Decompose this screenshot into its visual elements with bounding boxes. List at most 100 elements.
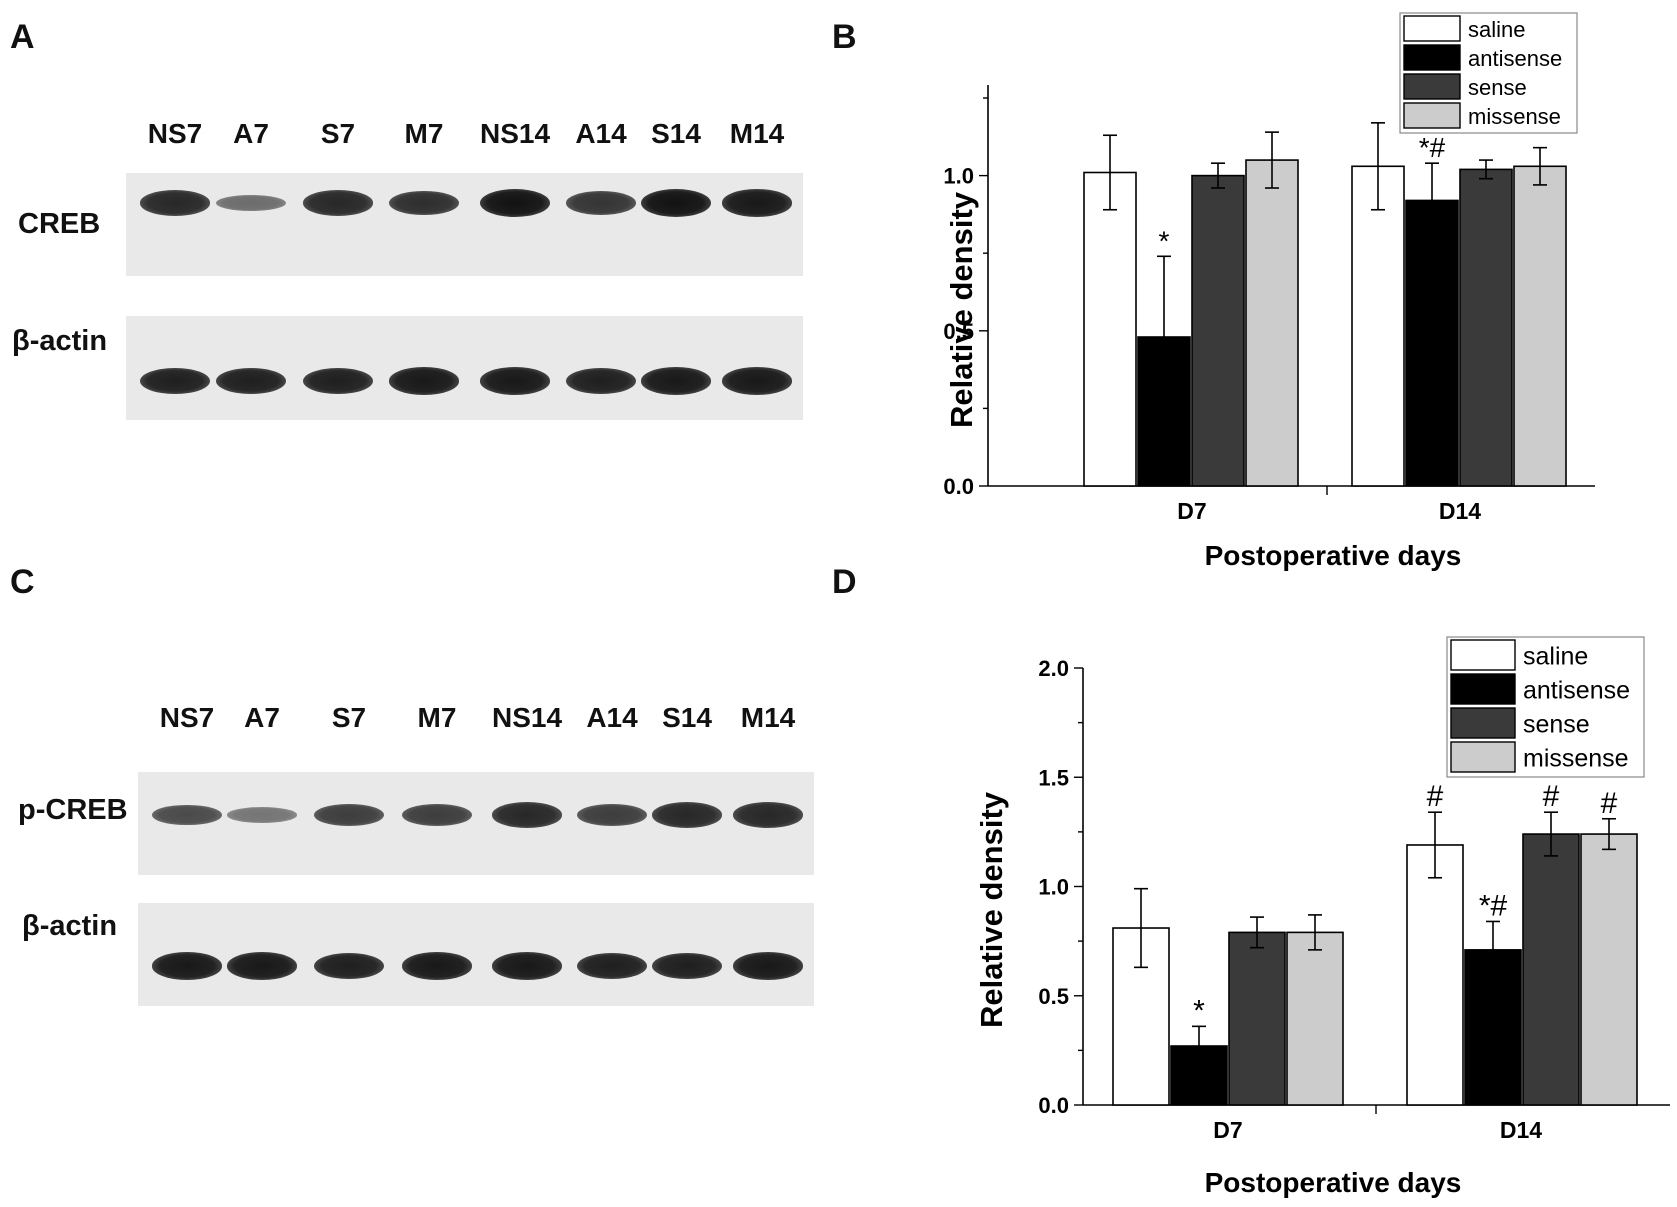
- blot-a-band-0-s7: [303, 190, 373, 216]
- b-bar-missense-d14: [1513, 165, 1567, 487]
- d-y-tick-label: 1.0: [1038, 875, 1069, 900]
- blot-a-band-0-a7: [216, 194, 286, 212]
- b-significance-marker: *#: [1419, 132, 1446, 163]
- panel-letter-b: B: [832, 18, 857, 56]
- blot-c-band-1-ns7: [152, 952, 222, 980]
- blot-a-band-1-ns14: [480, 367, 550, 395]
- row-label-p-creb: p-CREB: [18, 794, 128, 826]
- blot-c-band-0-a14: [577, 803, 647, 827]
- row-label-beta-actin-c: β-actin: [22, 910, 118, 942]
- b-bar-sense-d7: [1191, 174, 1245, 487]
- blot-c-lane-label-s7: S7: [331, 702, 367, 733]
- d-significance-marker: *#: [1479, 889, 1508, 922]
- d-legend-label-antisense: antisense: [1523, 676, 1630, 704]
- d-x-tick-label-d7: D7: [1213, 1117, 1242, 1143]
- blot-c-band-1-s14: [652, 952, 722, 980]
- blot-a-band-0-ns14: [480, 189, 550, 217]
- blot-a-band-1-m14: [722, 367, 792, 395]
- d-legend-label-saline: saline: [1523, 642, 1588, 670]
- d-significance-marker: #: [1427, 780, 1444, 813]
- blot-c-band-0-ns14: [492, 802, 562, 828]
- panel-letter-a: A: [10, 18, 35, 56]
- blot-c-band-0-s7: [314, 803, 384, 827]
- blot-c-lane-label-a14: A14: [586, 702, 638, 733]
- d-significance-marker: *: [1193, 994, 1205, 1027]
- d-y-tick-label: 0.0: [1038, 1093, 1069, 1118]
- blot-a-band-1-m7: [389, 367, 459, 395]
- d-bar-missense-d14: [1580, 833, 1638, 1106]
- d-x-tick-label-d14: D14: [1500, 1117, 1542, 1143]
- b-y-tick-label: 1.0: [943, 164, 974, 189]
- panel-letter-c: C: [10, 563, 35, 601]
- b-legend-swatch-antisense: [1403, 44, 1461, 71]
- blot-c-band-1-m14: [733, 952, 803, 980]
- d-bar-saline-d14: [1406, 844, 1464, 1106]
- b-legend-swatch-sense: [1403, 73, 1461, 100]
- blot-c-band-1-s7: [314, 952, 384, 980]
- blot-c-lane-label-m7: M7: [417, 702, 457, 733]
- blot-c-lane-label-ns7: NS7: [159, 702, 215, 733]
- d-legend-label-sense: sense: [1523, 710, 1590, 738]
- blot-a-lane-label-ns14: NS14: [479, 118, 551, 149]
- d-y-tick-label: 1.5: [1038, 765, 1069, 790]
- blot-a-lane-label-m7: M7: [404, 118, 444, 149]
- b-legend-label-sense: sense: [1468, 75, 1527, 100]
- b-bar-missense-d7: [1245, 159, 1299, 487]
- blot-c-band-1-a7: [227, 952, 297, 980]
- d-legend-swatch-antisense: [1450, 673, 1516, 705]
- blot-c-lane-label-a7: A7: [244, 702, 280, 733]
- blot-a-band-0-a14: [566, 191, 636, 215]
- blot-a-lane-label-ns7: NS7: [147, 118, 203, 149]
- d-y-axis-label: Relative density: [974, 791, 1009, 1028]
- d-significance-marker: #: [1543, 780, 1560, 813]
- d-bar-sense-d14: [1522, 833, 1580, 1106]
- blot-a-lane-label-s7: S7: [320, 118, 356, 149]
- blot-c-band-0-ns7: [152, 804, 222, 826]
- d-legend-swatch-saline: [1450, 639, 1516, 671]
- b-legend-swatch-saline: [1403, 15, 1461, 42]
- row-label-beta-actin-a: β-actin: [12, 325, 108, 357]
- blot-a-band-0-m7: [389, 190, 459, 216]
- blot-a-lane-label-a14: A14: [575, 118, 627, 149]
- blot-a-band-1-s7: [303, 367, 373, 395]
- blot-c-band-1-a14: [577, 952, 647, 980]
- b-y-tick-label: 0.0: [943, 474, 974, 499]
- blot-c-lane-label-ns14: NS14: [491, 702, 563, 733]
- row-label-creb: CREB: [18, 208, 101, 240]
- d-legend-swatch-missense: [1450, 741, 1516, 773]
- b-x-tick-label-d14: D14: [1439, 498, 1481, 524]
- b-legend-label-saline: saline: [1468, 17, 1525, 42]
- panel-letter-d: D: [832, 563, 857, 601]
- western-blot-a: CREB β-actin NS7 A7 S7 M7 NS14 A14 S14 M14: [0, 0, 820, 440]
- blot-a-band-1-a7: [216, 367, 286, 395]
- blot-a-lane-label-s14: S14: [651, 118, 701, 149]
- b-legend-label-antisense: antisense: [1468, 46, 1562, 71]
- b-bar-antisense-d14: [1405, 199, 1459, 487]
- blot-c-band-0-m14: [733, 802, 803, 828]
- d-legend-label-missense: missense: [1523, 744, 1629, 772]
- d-x-axis-label: Postoperative days: [1205, 1167, 1462, 1198]
- blot-a-lane-label-a7: A7: [233, 118, 269, 149]
- blot-c-band-1-ns14: [492, 952, 562, 980]
- b-bar-sense-d14: [1459, 168, 1513, 487]
- blot-a-band-0-m14: [722, 189, 792, 217]
- b-x-axis-label: Postoperative days: [1205, 540, 1462, 571]
- blot-c-lane-label-s14: S14: [662, 702, 712, 733]
- blot-c-band-0-a7: [227, 807, 297, 823]
- blot-a-band-1-ns7: [140, 367, 210, 395]
- b-x-tick-label-d7: D7: [1177, 498, 1206, 524]
- blot-a-band-1-s14: [641, 367, 711, 395]
- d-y-tick-label: 0.5: [1038, 984, 1069, 1009]
- blot-a-band-1-a14: [566, 367, 636, 395]
- b-legend-swatch-missense: [1403, 102, 1461, 129]
- d-significance-marker: #: [1601, 787, 1618, 820]
- b-bar-saline-d14: [1351, 165, 1405, 487]
- blot-a-lane-label-m14: M14: [729, 118, 785, 149]
- d-legend-swatch-sense: [1450, 707, 1516, 739]
- blot-c-band-0-s14: [652, 802, 722, 828]
- b-bar-saline-d7: [1083, 171, 1137, 487]
- blot-a-band-0-ns7: [140, 190, 210, 216]
- b-legend-label-missense: missense: [1468, 104, 1561, 129]
- d-bar-sense-d7: [1228, 931, 1286, 1106]
